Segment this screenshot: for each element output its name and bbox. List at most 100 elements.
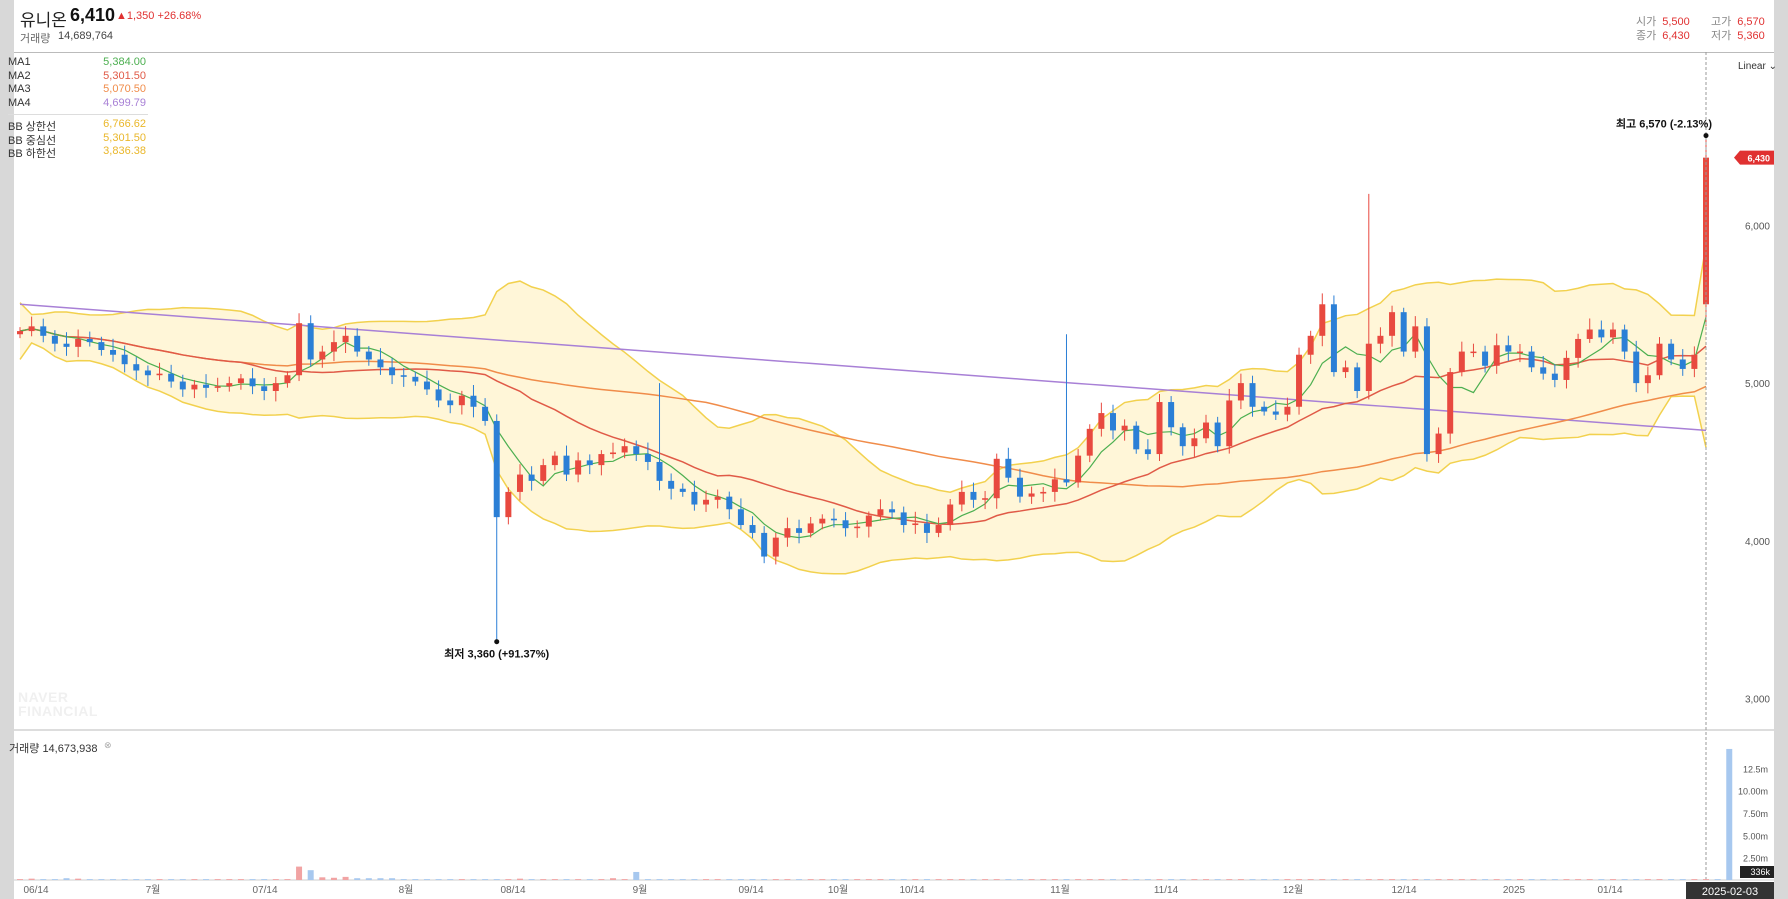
volume-bar: [947, 879, 954, 880]
candle-body: [319, 351, 326, 360]
candle-body: [644, 454, 651, 462]
volume-bar: [598, 879, 605, 880]
legend-bb-value: 6,766.62: [103, 118, 146, 130]
legend-ma-row: MA4 4,699.79: [8, 97, 146, 111]
low-marker: [494, 639, 500, 645]
candle-body: [1075, 455, 1082, 483]
volume-bar: [1063, 879, 1070, 880]
legend-bb-name: BB 하한선: [8, 148, 57, 160]
volume-bar: [1156, 879, 1163, 880]
candle-body: [121, 354, 128, 365]
candle-body: [1028, 493, 1035, 497]
candle-body: [342, 335, 349, 343]
crosshair-date-label: 2025-02-03: [1702, 886, 1758, 898]
volume-bar: [249, 879, 256, 880]
volume-bar: [842, 879, 849, 880]
volume-bar: [1098, 879, 1105, 880]
legend-ma-name: MA2: [8, 69, 31, 82]
x-tick-label: 01/14: [1597, 885, 1622, 896]
candle-body: [307, 323, 314, 360]
volume-bar: [1203, 879, 1210, 880]
candle-body: [1691, 354, 1698, 369]
volume-bar: [1319, 879, 1326, 880]
volume-bar: [272, 879, 279, 880]
volume-bar: [1423, 879, 1430, 880]
candle-body: [761, 532, 768, 557]
volume-bar: [1598, 879, 1605, 880]
candle-body: [1133, 425, 1140, 450]
candle-body: [633, 446, 640, 455]
candle-body: [1284, 406, 1291, 415]
y-tick-label: 4,000: [1745, 537, 1770, 548]
volume-bar: [1563, 879, 1570, 880]
volume-bar: [633, 871, 640, 880]
candle-body: [365, 351, 372, 360]
candle-body: [98, 342, 105, 351]
x-tick-label: 12월: [1283, 884, 1303, 896]
candle-body: [412, 376, 419, 382]
legend-bb-row: BB 중심선 5,301.50: [8, 132, 146, 147]
volume-bar: [691, 879, 698, 880]
x-tick-label: 09/14: [738, 885, 763, 896]
volume-bar: [935, 879, 942, 880]
volume-bar: [1482, 879, 1489, 880]
candle-body: [156, 373, 163, 376]
volume-bar: [1551, 879, 1558, 880]
volume-bar: [203, 879, 210, 880]
volume-bar: [1168, 879, 1175, 880]
candle-body: [1458, 351, 1465, 373]
candle-body: [679, 488, 686, 492]
volume-bar: [1226, 879, 1233, 880]
legend-bb-name: BB 상한선: [8, 121, 57, 133]
volume-bar: [1586, 879, 1593, 880]
high-price: 고가 6,570: [1711, 16, 1765, 28]
open-price: 시가 5,500: [1636, 16, 1690, 28]
candle-body: [1191, 438, 1198, 447]
legend-ma-value: 5,301.50: [103, 69, 146, 82]
volume-bar: [284, 879, 291, 880]
crosshair-date-tag: [1686, 882, 1774, 899]
scale-toggle-button[interactable]: Linear ⌄: [1738, 61, 1777, 72]
volume-bar: [133, 879, 140, 880]
y-tick-label: 5,000: [1745, 379, 1770, 390]
candle-body: [947, 504, 954, 526]
candle-body: [423, 381, 430, 390]
volume-bar: [1703, 879, 1709, 880]
volume-bar: [1249, 879, 1256, 880]
volume-bar: [191, 879, 198, 880]
candle-body: [1354, 367, 1361, 391]
volume-label: 거래량: [20, 33, 51, 45]
candle-body: [1098, 413, 1105, 429]
legend-ma-name: MA3: [8, 83, 31, 95]
candle-body: [610, 452, 617, 455]
candle-body: [1516, 351, 1523, 354]
candle-body: [1237, 383, 1244, 401]
candle-body: [1679, 359, 1686, 369]
candle-body: [1470, 351, 1477, 354]
candle-body: [272, 383, 279, 391]
candle-body: [528, 474, 535, 481]
close-icon[interactable]: ⊗: [104, 740, 112, 750]
volume-bar: [1679, 879, 1686, 880]
volume-bar: [330, 877, 337, 880]
volume-bar: [51, 879, 58, 880]
y-tick-label: 6,000: [1745, 221, 1770, 232]
candle-body: [284, 375, 291, 384]
volume-tick-label: 2.50m: [1743, 854, 1768, 864]
candle-body: [493, 420, 500, 518]
volume-bar: [1284, 879, 1291, 880]
volume-bar: [1656, 879, 1663, 880]
candle-body: [17, 331, 23, 335]
candle-body: [749, 525, 756, 533]
volume-bar: [365, 878, 372, 880]
volume-tick-label: 7.50m: [1743, 809, 1768, 819]
candle-body: [400, 375, 407, 377]
x-tick-label: 12/14: [1391, 885, 1416, 896]
window-frame-right: [1774, 14, 1788, 899]
volume-bar: [75, 878, 82, 880]
candle-body: [900, 512, 907, 526]
candle-body: [1272, 411, 1279, 415]
candle-body: [1051, 479, 1058, 492]
candle-body: [1377, 335, 1384, 344]
